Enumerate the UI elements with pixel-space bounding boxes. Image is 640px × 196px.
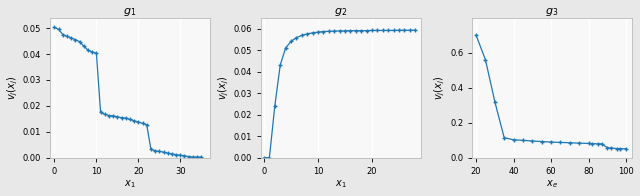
Y-axis label: $v_j(x_j)$: $v_j(x_j)$ — [6, 75, 20, 100]
Y-axis label: $v_j(x_j)$: $v_j(x_j)$ — [216, 75, 231, 100]
X-axis label: $x_1$: $x_1$ — [124, 179, 136, 191]
Y-axis label: $v_j(x_j)$: $v_j(x_j)$ — [433, 75, 447, 100]
X-axis label: $x_1$: $x_1$ — [335, 179, 347, 191]
Title: $g_2$: $g_2$ — [334, 5, 348, 18]
Title: $g_3$: $g_3$ — [545, 5, 559, 18]
X-axis label: $x_e$: $x_e$ — [546, 179, 558, 191]
Title: $g_1$: $g_1$ — [124, 5, 136, 18]
